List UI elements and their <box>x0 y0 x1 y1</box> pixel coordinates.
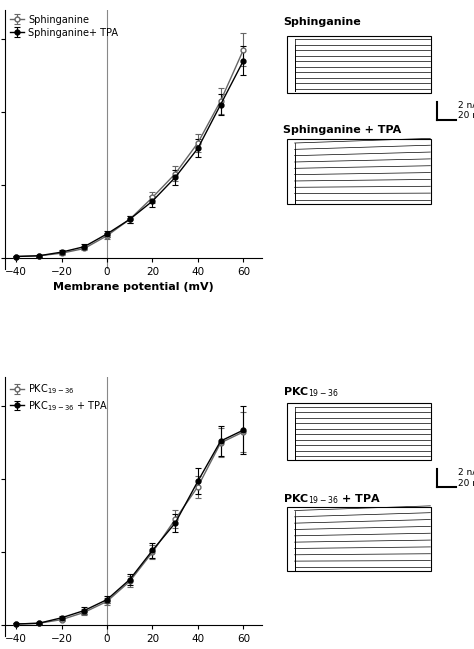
Text: 2 nA
20 ms: 2 nA 20 ms <box>458 469 474 488</box>
X-axis label: Membrane potential (mV): Membrane potential (mV) <box>53 282 213 292</box>
Bar <box>287 36 431 93</box>
Text: PKC$_{19-36}$: PKC$_{19-36}$ <box>283 385 339 398</box>
Text: PKC$_{19-36}$ + TPA: PKC$_{19-36}$ + TPA <box>283 493 381 506</box>
Bar <box>287 507 431 571</box>
Text: Sphinganine + TPA: Sphinganine + TPA <box>283 125 401 135</box>
Bar <box>287 139 431 204</box>
Bar <box>287 403 431 460</box>
Legend: PKC$_{19-36}$, PKC$_{19-36}$ + TPA: PKC$_{19-36}$, PKC$_{19-36}$ + TPA <box>9 382 108 413</box>
Legend: Sphinganine, Sphinganine+ TPA: Sphinganine, Sphinganine+ TPA <box>9 14 118 38</box>
Text: Sphinganine: Sphinganine <box>283 18 361 27</box>
Text: 2 nA
20 ms: 2 nA 20 ms <box>458 101 474 120</box>
